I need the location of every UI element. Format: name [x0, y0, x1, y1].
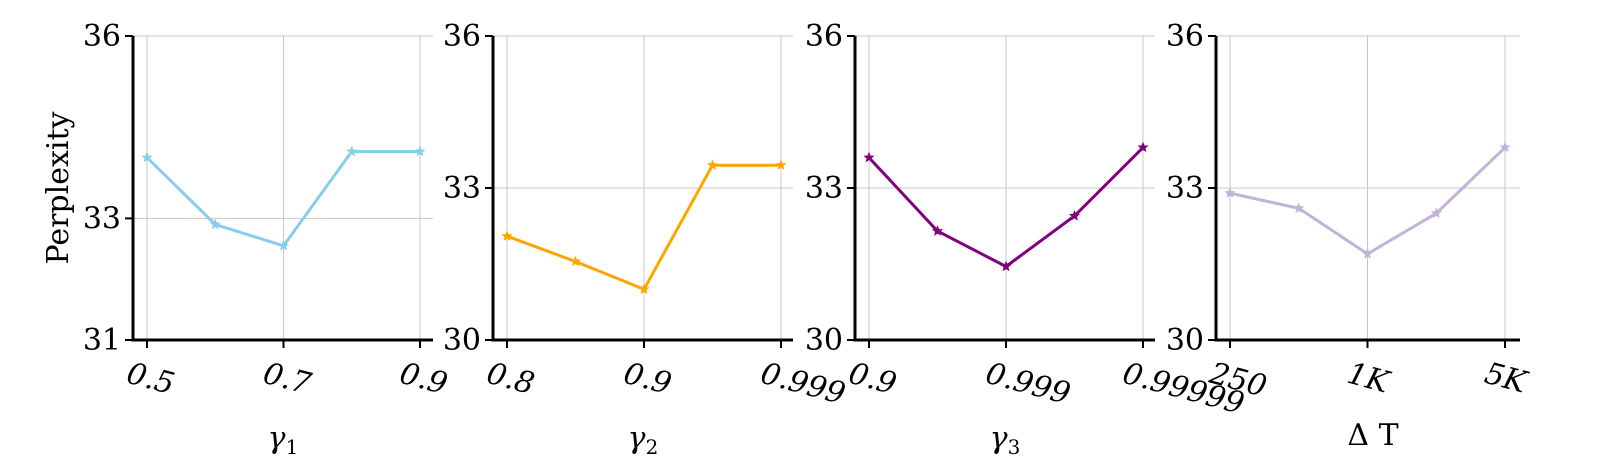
- data-point: [1430, 207, 1442, 219]
- y-tick-label: 36: [805, 19, 843, 54]
- subplot-gamma2: 30 33 36 0.8 0.9 0.999 γ2: [443, 19, 849, 459]
- data-point: [569, 255, 582, 267]
- x-axis-title: γ2: [628, 421, 659, 459]
- data-point: [706, 159, 719, 170]
- data-point: [501, 230, 513, 241]
- x-tick-label: 0.999: [982, 356, 1074, 412]
- y-tick-label: 36: [83, 19, 121, 54]
- data-point: [277, 239, 290, 251]
- data-point: [931, 225, 944, 236]
- data-point: [1000, 260, 1012, 272]
- x-tick-label: 0.9: [845, 356, 900, 402]
- data-point: [346, 145, 358, 157]
- y-tick-label: 30: [805, 323, 843, 358]
- x-axis-title: γ3: [990, 421, 1021, 459]
- x-tick-label: 0.8: [483, 356, 538, 402]
- x-axis-title: Δ T: [1347, 418, 1398, 453]
- x-tick-label: 1K: [1343, 356, 1394, 401]
- x-tick-label: 0.999: [757, 356, 849, 412]
- data-point: [1137, 141, 1149, 153]
- y-tick-label: 33: [805, 171, 843, 206]
- data-point: [414, 145, 426, 157]
- data-point: [638, 283, 650, 295]
- x-tick-label: 0.5: [123, 356, 178, 402]
- data-point: [1361, 248, 1374, 259]
- y-tick-label: 31: [83, 323, 121, 358]
- data-point: [1068, 210, 1081, 221]
- x-tick-label: 0.9: [396, 356, 451, 402]
- data-point: [775, 159, 787, 170]
- data-point: [1224, 187, 1236, 198]
- data-point: [209, 218, 221, 230]
- data-point: [1499, 141, 1511, 153]
- data-point: [1293, 202, 1305, 213]
- data-point: [141, 151, 153, 163]
- x-tick-label: 5K: [1481, 356, 1532, 401]
- y-tick-label: 30: [443, 323, 481, 358]
- y-tick-label: 33: [83, 201, 121, 236]
- subplot-gamma1: 31 33 36 0.5 0.7 0.9 γ1 Perplexity: [41, 19, 451, 459]
- x-axis-title: γ1: [268, 421, 299, 459]
- y-tick-label: 36: [443, 19, 481, 54]
- y-tick-label: 33: [1166, 171, 1204, 206]
- y-axis-title: Perplexity: [41, 111, 76, 264]
- y-tick-label: 36: [1166, 19, 1204, 54]
- y-tick-label: 33: [443, 171, 481, 206]
- data-point: [863, 151, 875, 163]
- x-tick-label: 0.9: [620, 356, 675, 402]
- x-tick-label: 0.7: [259, 356, 315, 402]
- y-tick-label: 30: [1166, 323, 1204, 358]
